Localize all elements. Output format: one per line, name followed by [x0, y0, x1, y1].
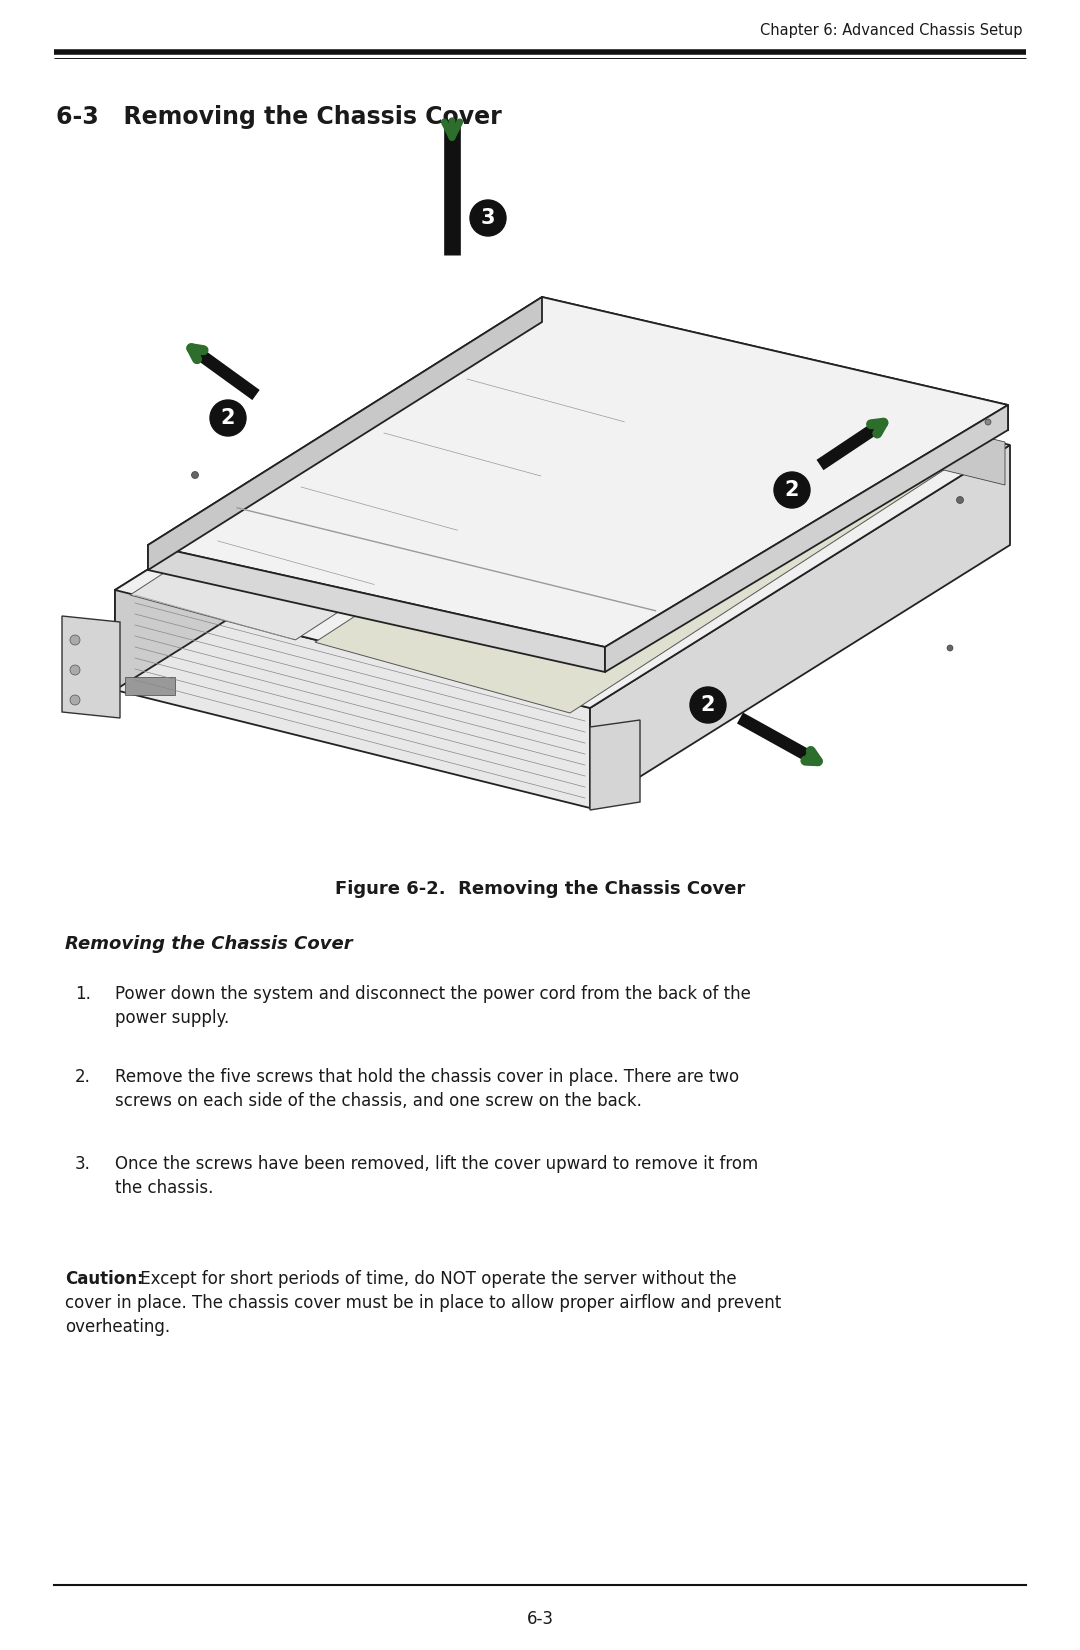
Circle shape — [985, 419, 991, 426]
Circle shape — [70, 665, 80, 675]
Bar — [640, 442, 685, 455]
Polygon shape — [62, 615, 120, 718]
Text: 2: 2 — [785, 480, 799, 500]
Bar — [780, 442, 825, 455]
Polygon shape — [605, 404, 1008, 672]
Circle shape — [470, 200, 507, 236]
Polygon shape — [315, 371, 990, 713]
Circle shape — [210, 399, 246, 436]
Text: cover in place. The chassis cover must be in place to allow proper airflow and p: cover in place. The chassis cover must b… — [65, 1294, 781, 1312]
Polygon shape — [542, 297, 1008, 431]
Polygon shape — [114, 591, 590, 808]
Circle shape — [690, 686, 726, 723]
Text: 2: 2 — [701, 695, 715, 714]
Polygon shape — [580, 540, 598, 561]
Circle shape — [70, 695, 80, 705]
Bar — [850, 442, 895, 455]
Circle shape — [947, 645, 953, 652]
Circle shape — [957, 497, 963, 503]
Circle shape — [774, 472, 810, 508]
Polygon shape — [590, 719, 640, 810]
Text: Chapter 6: Advanced Chassis Setup: Chapter 6: Advanced Chassis Setup — [759, 23, 1022, 38]
Text: Except for short periods of time, do NOT operate the server without the: Except for short periods of time, do NOT… — [135, 1270, 737, 1289]
Text: 1.: 1. — [75, 985, 91, 1003]
Text: power supply.: power supply. — [114, 1010, 229, 1026]
Text: Removing the Chassis Cover: Removing the Chassis Cover — [65, 936, 353, 954]
Bar — [570, 442, 615, 455]
Polygon shape — [148, 297, 542, 569]
Text: Power down the system and disconnect the power cord from the back of the: Power down the system and disconnect the… — [114, 985, 751, 1003]
Text: screws on each side of the chassis, and one screw on the back.: screws on each side of the chassis, and … — [114, 1092, 642, 1110]
Polygon shape — [114, 330, 530, 690]
Text: Once the screws have been removed, lift the cover upward to remove it from: Once the screws have been removed, lift … — [114, 1155, 758, 1173]
Polygon shape — [535, 327, 1005, 485]
Circle shape — [191, 472, 199, 478]
Polygon shape — [148, 544, 605, 672]
Text: the chassis.: the chassis. — [114, 1180, 214, 1196]
Bar — [710, 442, 755, 455]
Polygon shape — [650, 485, 775, 564]
Polygon shape — [130, 325, 713, 640]
Polygon shape — [590, 446, 1010, 808]
Text: 2: 2 — [220, 408, 235, 427]
Polygon shape — [700, 480, 718, 502]
Text: 3: 3 — [481, 208, 496, 228]
Circle shape — [70, 635, 80, 645]
Polygon shape — [148, 297, 1008, 647]
Text: Remove the five screws that hold the chassis cover in place. There are two: Remove the five screws that hold the cha… — [114, 1068, 739, 1086]
Text: 6-3: 6-3 — [527, 1610, 554, 1629]
Text: overheating.: overheating. — [65, 1318, 171, 1337]
Polygon shape — [114, 330, 1010, 708]
Bar — [125, 676, 175, 695]
Text: Figure 6-2.  Removing the Chassis Cover: Figure 6-2. Removing the Chassis Cover — [335, 879, 745, 898]
Text: 2.: 2. — [75, 1068, 91, 1086]
Text: Caution:: Caution: — [65, 1270, 144, 1289]
Text: 3.: 3. — [75, 1155, 91, 1173]
Polygon shape — [630, 591, 648, 612]
Polygon shape — [760, 450, 778, 472]
Text: 6-3   Removing the Chassis Cover: 6-3 Removing the Chassis Cover — [56, 106, 502, 129]
